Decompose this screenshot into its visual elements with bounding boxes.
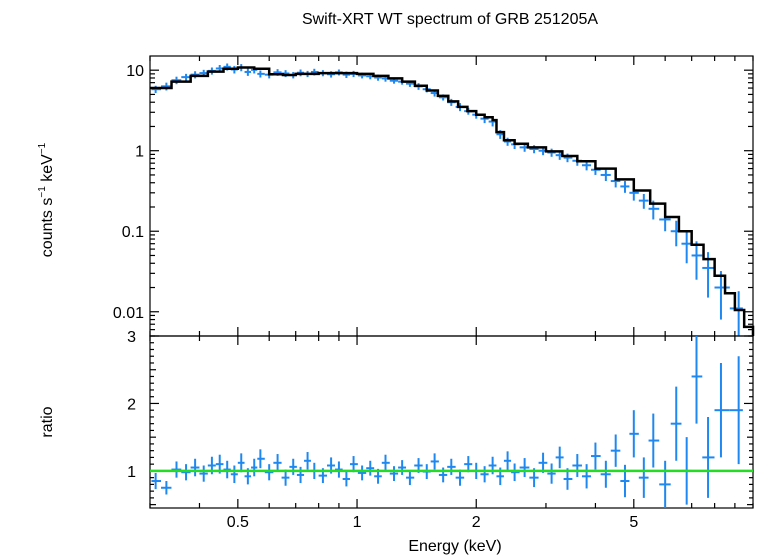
ratio-data-point xyxy=(223,460,231,479)
spectrum-ticks: 10 1 0.1 0.01 xyxy=(113,56,754,345)
spectrum-data-point xyxy=(600,169,611,182)
ratio-data-point xyxy=(538,452,548,473)
ratio-data-point xyxy=(181,464,191,481)
ratio-data-point xyxy=(648,413,660,468)
ratio-data-point xyxy=(237,453,245,473)
spectrum-data-point xyxy=(638,193,649,209)
y-tick-label: 1 xyxy=(127,464,136,481)
y-axis-label-main: counts s xyxy=(39,198,56,258)
ratio-data-point xyxy=(638,457,649,498)
ratio-data-point xyxy=(230,465,238,484)
y-axis-label-mid: keV xyxy=(39,154,56,186)
ratio-data-point xyxy=(511,463,520,482)
ratio-data-point xyxy=(610,434,621,467)
x-tick-label: 5 xyxy=(629,514,638,531)
ratio-data-point xyxy=(289,458,297,475)
ratio-data-point xyxy=(581,464,592,489)
ratio-data-point xyxy=(591,442,601,470)
ratio-data-point xyxy=(304,452,311,470)
ratio-ticks: 0.5 1 2 5 1 2 3 xyxy=(127,329,754,531)
ratio-data-point xyxy=(366,460,375,476)
ratio-data-point xyxy=(691,336,703,424)
ratio-panel: 0.5 1 2 5 1 2 3 xyxy=(127,329,754,531)
spectrum-data-point xyxy=(729,291,743,336)
y-tick-label: 1 xyxy=(135,144,144,161)
ratio-data-point xyxy=(547,463,556,484)
x-tick-label: 2 xyxy=(472,514,481,531)
spectrum-data-point xyxy=(691,241,703,280)
ratio-data-series xyxy=(151,336,743,508)
ratio-data-point xyxy=(406,470,415,486)
y-tick-label: 3 xyxy=(127,329,136,346)
ratio-data-point xyxy=(264,464,274,481)
x-axis-label: Energy (keV) xyxy=(408,538,501,555)
ratio-data-point xyxy=(600,460,611,488)
y-tick-label: 0.1 xyxy=(122,224,144,241)
ratio-data-point xyxy=(455,469,465,486)
ratio-data-point xyxy=(190,458,200,477)
ratio-plot-frame xyxy=(149,335,754,509)
ratio-data-point xyxy=(381,454,390,471)
ratio-data-point xyxy=(335,461,343,478)
ratio-data-point xyxy=(659,460,671,508)
ratio-data-point xyxy=(171,461,182,478)
ratio-data-point xyxy=(199,465,208,482)
ratio-data-point xyxy=(161,481,172,495)
spectrum-panel: 10 1 0.1 0.01 xyxy=(113,55,755,345)
ratio-data-point xyxy=(464,456,473,473)
spectrum-data-point xyxy=(681,231,692,264)
y-axis-label-spectrum: counts s−1 keV−1 xyxy=(37,142,56,257)
y-axis-label-exp1: −1 xyxy=(37,186,48,198)
x-tick-label: 0.5 xyxy=(227,514,249,531)
ratio-data-point xyxy=(572,454,582,477)
ratio-data-point xyxy=(342,471,350,487)
ratio-data-point xyxy=(349,456,358,473)
y-tick-label: 0.01 xyxy=(113,305,144,322)
ratio-data-point xyxy=(503,451,512,471)
ratio-data-point xyxy=(296,466,305,484)
ratio-data-point xyxy=(714,362,730,458)
ratio-data-point xyxy=(398,460,407,475)
y-tick-label: 10 xyxy=(126,63,144,80)
ratio-data-point xyxy=(555,446,564,469)
spectrum-data-point xyxy=(257,70,265,78)
ratio-data-point xyxy=(251,458,258,477)
ratio-data-point xyxy=(281,469,290,486)
ratio-data-point xyxy=(629,410,639,458)
ratio-data-point xyxy=(430,453,439,470)
ratio-data-point xyxy=(151,472,162,490)
spectrum-data-point xyxy=(244,68,252,76)
spectrum-data-point xyxy=(547,148,556,157)
y-tick-label: 2 xyxy=(127,396,136,413)
x-tick-label: 1 xyxy=(353,514,362,531)
ratio-data-point xyxy=(257,449,265,469)
chart-title: Swift-XRT WT spectrum of GRB 251205A xyxy=(302,11,598,28)
y-axis-label-ratio: ratio xyxy=(39,406,56,437)
ratio-data-point xyxy=(729,356,743,465)
ratio-data-point xyxy=(357,465,367,481)
ratio-data-point xyxy=(670,386,682,461)
spectrum-data-point xyxy=(181,73,191,81)
ratio-data-point xyxy=(447,458,456,475)
spectrum-model-line xyxy=(150,66,755,336)
ratio-data-point xyxy=(389,466,399,482)
spectrum-plot-frame xyxy=(149,55,754,337)
y-axis-label-exp2: −1 xyxy=(37,142,48,154)
spectrum-data-series xyxy=(151,63,743,336)
ratio-data-point xyxy=(273,454,282,472)
spectrum-data-point xyxy=(620,181,630,193)
spectrum-data-point xyxy=(714,271,730,320)
ratio-data-point xyxy=(480,466,489,483)
ratio-data-point xyxy=(702,416,715,498)
ratio-data-point xyxy=(519,458,530,477)
